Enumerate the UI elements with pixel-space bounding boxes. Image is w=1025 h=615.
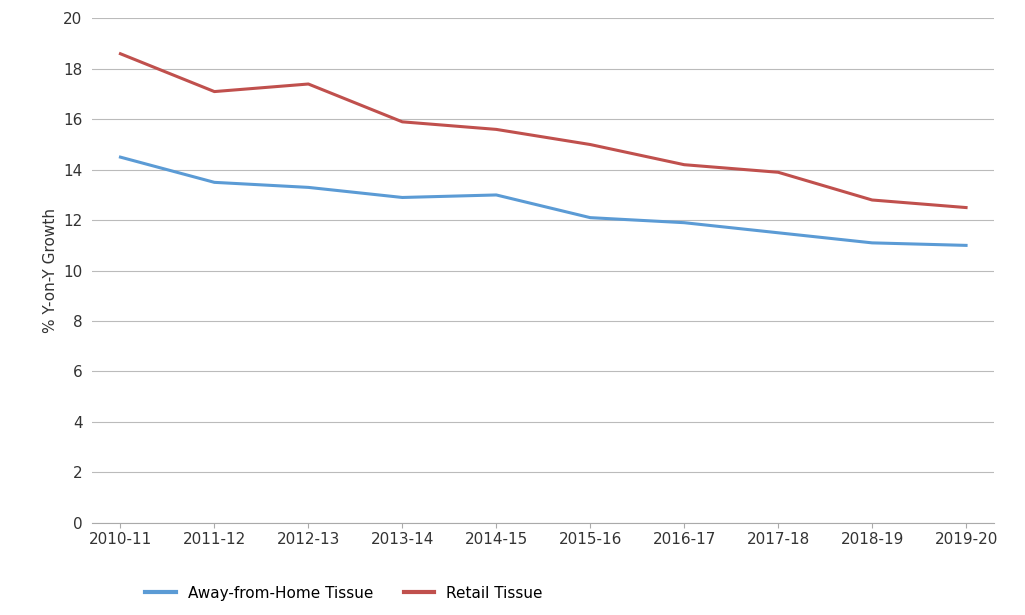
Retail Tissue	[772, 169, 784, 176]
Away-from-Home Tissue	[772, 229, 784, 236]
Away-from-Home Tissue	[584, 214, 597, 221]
Away-from-Home Tissue	[866, 239, 878, 247]
Away-from-Home Tissue	[490, 191, 502, 199]
Away-from-Home Tissue	[959, 242, 972, 249]
Away-from-Home Tissue	[396, 194, 408, 201]
Line: Away-from-Home Tissue: Away-from-Home Tissue	[121, 157, 966, 245]
Retail Tissue	[396, 118, 408, 125]
Retail Tissue	[679, 161, 691, 169]
Away-from-Home Tissue	[114, 153, 127, 161]
Away-from-Home Tissue	[302, 184, 315, 191]
Retail Tissue	[959, 204, 972, 212]
Retail Tissue	[866, 196, 878, 204]
Retail Tissue	[114, 50, 127, 57]
Retail Tissue	[302, 81, 315, 88]
Retail Tissue	[208, 88, 220, 95]
Legend: Away-from-Home Tissue, Retail Tissue: Away-from-Home Tissue, Retail Tissue	[145, 585, 543, 601]
Away-from-Home Tissue	[679, 219, 691, 226]
Line: Retail Tissue: Retail Tissue	[121, 54, 966, 208]
Retail Tissue	[490, 125, 502, 133]
Retail Tissue	[584, 141, 597, 148]
Y-axis label: % Y-on-Y Growth: % Y-on-Y Growth	[43, 208, 57, 333]
Away-from-Home Tissue	[208, 178, 220, 186]
